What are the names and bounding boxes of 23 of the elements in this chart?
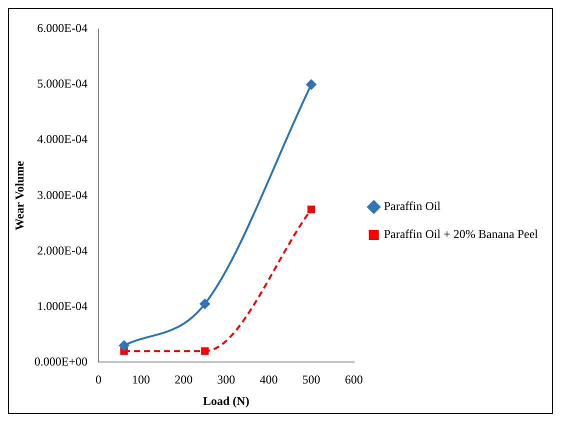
point (307, 206, 316, 214)
y-tick-label: 1.000E-04 (37, 298, 88, 313)
x-tick-label: 0 (96, 372, 102, 387)
y-tick-label: 3.000E-04 (37, 188, 88, 202)
y-tick-label: 5.000E-04 (37, 76, 88, 91)
point (119, 340, 130, 351)
point (200, 298, 210, 309)
y-axis-title: Wear Volume (12, 160, 26, 230)
x-tick-label: 400 (260, 372, 278, 387)
x-tick-label: 100 (132, 372, 150, 387)
legend-label: Paraffin Oil (384, 199, 442, 214)
y-tick-label: 2.000E-04 (37, 243, 88, 258)
y-tick-label: 4.000E-04 (37, 132, 88, 146)
point (306, 80, 316, 90)
x-axis-title: Load (N) (202, 394, 250, 408)
x-tick-label: 200 (174, 372, 193, 387)
legend-label: Paraffin Oil + 20% Banana Peel (384, 227, 539, 242)
x-tick-label: 500 (302, 372, 320, 387)
point (201, 347, 209, 355)
y-tick-label: 0.000E+00 (34, 354, 88, 368)
y-tick-label: 6.000E-04 (37, 21, 88, 36)
x-tick-label: 600 (344, 372, 363, 387)
x-tick-label: 300 (217, 372, 236, 387)
